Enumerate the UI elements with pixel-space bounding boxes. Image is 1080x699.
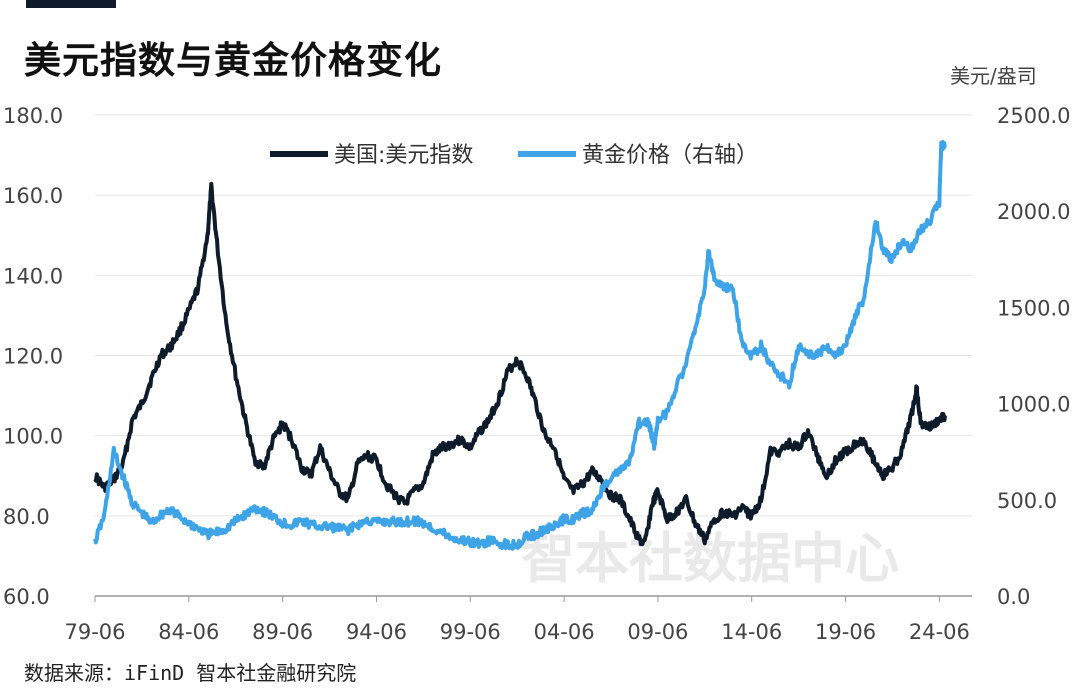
chart-svg: 智本社数据中心 60.0 80.0 100.0 120.0 140.0 160.0 180.… (3, 104, 1070, 644)
x-tick-label: 09-06 (627, 620, 688, 644)
x-tick-label: 99-06 (440, 620, 501, 644)
right-axis-unit: 美元/盎司 (950, 64, 1037, 88)
watermark: 智本社数据中心 (521, 527, 899, 590)
y-left-tick-label: 60.0 (3, 585, 50, 609)
legend-label: 黄金价格（右轴） (582, 143, 758, 168)
series-line-usd-index (93, 181, 947, 547)
series-line-gold-price (93, 140, 947, 551)
y-right-tick-label: 2500.0 (997, 104, 1070, 128)
x-tick-label: 24-06 (909, 620, 970, 644)
x-tick-label: 79-06 (64, 620, 125, 644)
y-left-tick-label: 120.0 (3, 345, 63, 369)
x-tick-label: 89-06 (252, 620, 313, 644)
axes: 60.0 80.0 100.0 120.0 140.0 160.0 180.0 0.0 500.… (3, 104, 1070, 644)
x-tick-label: 14-06 (721, 620, 782, 644)
chart-title: 美元指数与黄金价格变化 (24, 39, 442, 82)
y-left-tick-label: 140.0 (3, 264, 63, 288)
legend-label: 美国:美元指数 (334, 143, 473, 168)
x-tick-label: 84-06 (158, 620, 219, 644)
y-left-tick-label: 80.0 (3, 505, 50, 529)
grid (95, 114, 972, 597)
source-note: 数据来源：iFinD 智本社金融研究院 (24, 661, 357, 685)
y-right-tick-label: 1500.0 (997, 296, 1070, 320)
y-left-tick-label: 100.0 (3, 425, 63, 449)
x-tick-label: 19-06 (815, 620, 876, 644)
y-right-tick-label: 500.0 (997, 489, 1057, 513)
title-accent-bar (26, 0, 116, 8)
y-left-tick-label: 160.0 (3, 184, 63, 208)
x-tick-label: 04-06 (534, 620, 595, 644)
y-right-tick-label: 0.0 (997, 585, 1030, 609)
y-right-tick-label: 2000.0 (997, 200, 1070, 224)
x-tick-label: 94-06 (346, 620, 407, 644)
series-group (93, 140, 947, 551)
legend: 美国:美元指数 黄金价格（右轴） (270, 143, 758, 168)
y-left-tick-label: 180.0 (3, 104, 63, 128)
y-right-tick-label: 1000.0 (997, 393, 1070, 417)
